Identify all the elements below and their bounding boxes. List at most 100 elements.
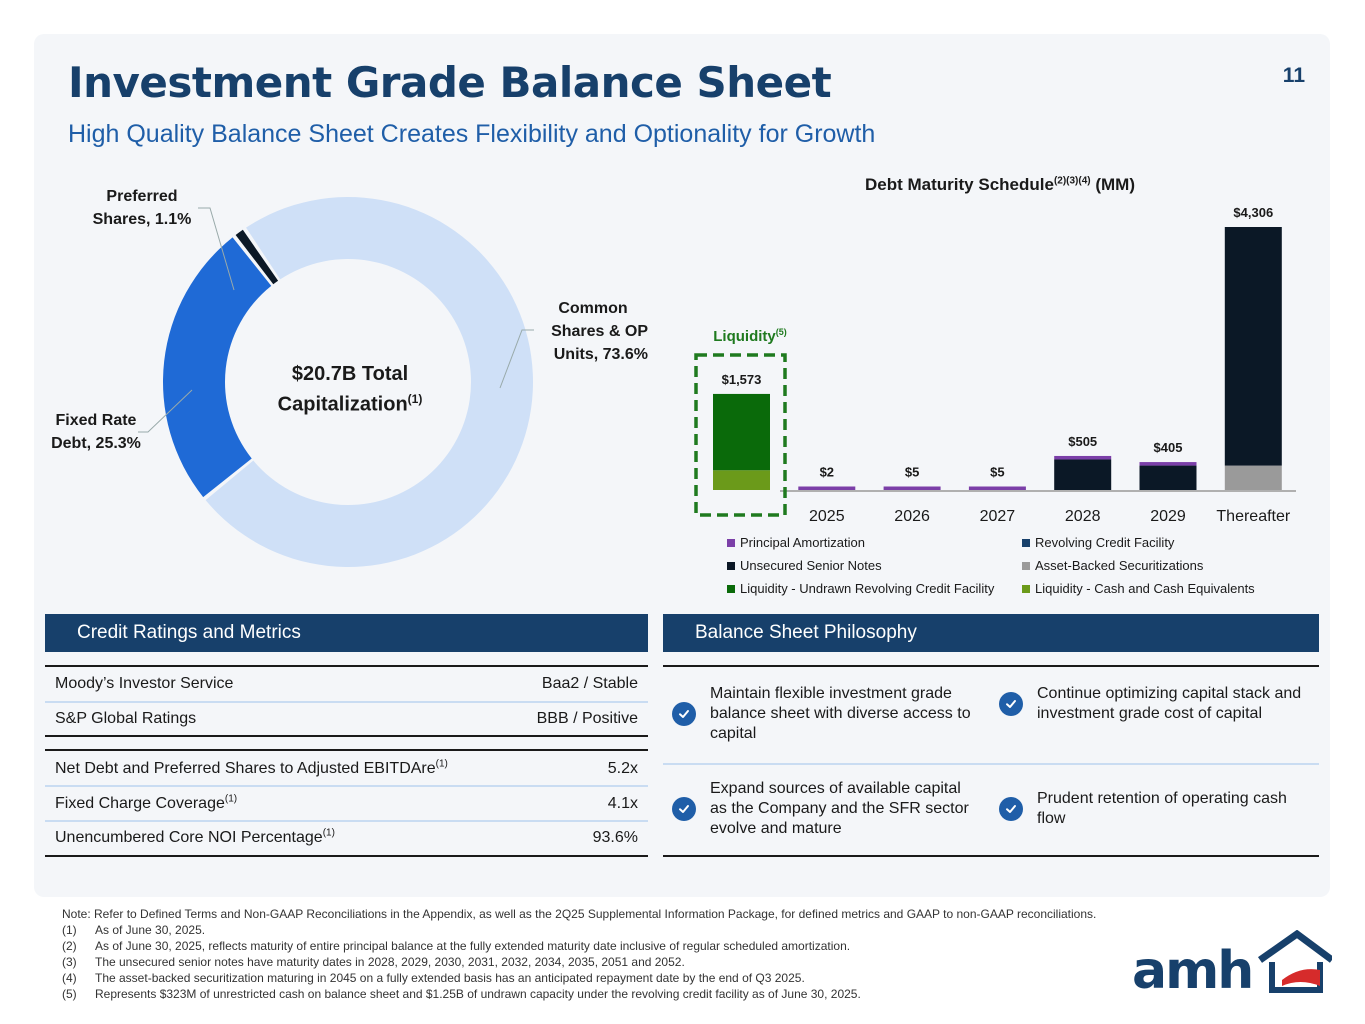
rating-value: Baa2 / Stable [541, 675, 638, 692]
bar-2026-principal-amortization [883, 486, 941, 490]
label-preferred-line2: Shares, 1.1% [92, 211, 192, 228]
philosophy-item-4: Prudent retention of operating cash flow [999, 789, 1302, 829]
metric-row-net-debt: Net Debt and Preferred Shares to Adjuste… [45, 752, 648, 786]
bar-total-label: $405 [1154, 440, 1183, 455]
check-icon [999, 692, 1023, 716]
check-icon [999, 797, 1023, 821]
metric-label: Unencumbered Core NOI Percentage [55, 829, 323, 846]
donut-slice-preferred-shares [235, 229, 279, 285]
legend-item: Asset-Backed Securitizations [1022, 558, 1203, 573]
legend-item: Principal Amortization [727, 535, 865, 550]
metrics-bottom-rule [45, 855, 648, 857]
metric-footnote: (1) [435, 758, 448, 770]
liquidity-label-text: Liquidity [713, 328, 776, 345]
credit-section-header: Credit Ratings and Metrics [45, 614, 648, 652]
rating-label: S&P Global Ratings [55, 710, 197, 727]
legend-label: Liquidity - Cash and Cash Equivalents [1035, 581, 1255, 596]
page-subtitle: High Quality Balance Sheet Creates Flexi… [68, 120, 876, 148]
debt-maturity-bar-chart: $1,573 $2 2025 $5 2026 $5 2027 $505 2028 $405 2029… [694, 205, 1296, 525]
bar-liquidity-liquidity-undrawn-revolving-credit-facility [713, 393, 770, 471]
philosophy-text: Continue optimizing capital stack and in… [1037, 685, 1302, 722]
label-preferred-shares: Preferred Shares, 1.1% [86, 185, 198, 231]
bar-2027-principal-amortization [968, 486, 1026, 490]
chart-title-text: Debt Maturity Schedule [865, 175, 1054, 194]
legend-label: Unsecured Senior Notes [740, 558, 882, 573]
amh-logo: amh [1132, 930, 1332, 996]
check-icon [672, 797, 696, 821]
rating-label: Moody’s Investor Service [55, 675, 234, 692]
bar-total-label: $2 [820, 465, 834, 480]
chart-title-unit: (MM) [1090, 175, 1135, 194]
legend-label: Revolving Credit Facility [1035, 535, 1175, 550]
philosophy-section-header: Balance Sheet Philosophy [663, 614, 1319, 652]
bar-2029-principal-amortization [1139, 462, 1197, 466]
ratings-bottom-rule [45, 735, 648, 737]
footnote-item: (1) As of June 30, 2025. [62, 922, 1096, 938]
bar-total-label: $1,573 [722, 372, 762, 387]
rating-row-sp: S&P Global Ratings BBB / Positive [45, 702, 648, 736]
bar-thereafter-asset-backed-securitizations [1224, 465, 1282, 490]
check-icon [672, 702, 696, 726]
philosophy-item-2: Continue optimizing capital stack and in… [999, 684, 1302, 724]
legend-item: Liquidity - Cash and Cash Equivalents [1022, 581, 1255, 596]
category-label: 2025 [809, 508, 845, 525]
donut-slice-common-shares-op-units [205, 196, 533, 567]
bar-2028-principal-amortization [1054, 455, 1112, 460]
footnote-number: (5) [62, 987, 77, 1001]
metric-value: 4.1x [607, 795, 638, 812]
row-divider [45, 820, 648, 822]
bar-total-label: $4,306 [1233, 205, 1273, 220]
leader-line-fixed [138, 389, 193, 433]
page-title: Investment Grade Balance Sheet [68, 58, 832, 107]
category-label: 2027 [980, 508, 1016, 525]
metric-label: Net Debt and Preferred Shares to Adjuste… [55, 760, 436, 777]
metric-footnote: (1) [322, 827, 335, 839]
liquidity-label-footnote: (5) [775, 327, 787, 337]
footnote-number: (2) [62, 939, 77, 953]
chart-title-footnotes: (2)(3)(4) [1053, 175, 1091, 187]
legend-label: Principal Amortization [740, 535, 865, 550]
footnote-item: (4) The asset-backed securitization matur… [62, 970, 1096, 986]
category-label: 2029 [1150, 508, 1186, 525]
philosophy-bottom-rule [663, 855, 1319, 857]
label-common-line1: Common [558, 300, 628, 317]
legend-swatch [727, 584, 735, 593]
metrics-top-rule [45, 749, 648, 751]
page-number: 11 [1282, 64, 1305, 87]
philosophy-item-1: Maintain flexible investment grade balan… [672, 684, 975, 744]
donut-slice-fixed-rate-debt [163, 237, 272, 498]
legend-label: Asset-Backed Securitizations [1035, 558, 1204, 573]
center-label-line1: $20.7B Total [291, 363, 409, 385]
center-label-footnote: (1) [407, 392, 423, 406]
label-fixed-rate-debt: Fixed Rate Debt, 25.3% [40, 409, 152, 455]
row-divider [45, 701, 648, 703]
footnote-text: As of June 30, 2025. [95, 923, 206, 937]
metric-value: 5.2x [607, 760, 638, 777]
label-common-line2: Shares & OP [551, 323, 648, 340]
philosophy-text: Expand sources of available capital as t… [710, 780, 969, 837]
leader-line-common [499, 329, 534, 389]
legend-swatch [1022, 538, 1030, 547]
credit-top-rule [45, 665, 648, 667]
label-common-line3: Units, 73.6% [553, 346, 648, 363]
metric-label: Fixed Charge Coverage [55, 795, 225, 812]
footnote-text: As of June 30, 2025, reflects maturity o… [95, 939, 851, 953]
footnote-item: (2) As of June 30, 2025, reflects maturit… [62, 938, 1096, 954]
bar-total-label: $505 [1068, 434, 1097, 449]
label-fixed-line2: Debt, 25.3% [51, 435, 141, 452]
legend-item: Unsecured Senior Notes [727, 558, 882, 573]
label-common-shares: Common Shares & OP Units, 73.6% [538, 297, 648, 366]
philosophy-text: Maintain flexible investment grade balan… [710, 685, 971, 742]
category-label: Thereafter [1216, 508, 1290, 525]
philosophy-item-3: Expand sources of available capital as t… [672, 779, 975, 839]
bar-thereafter-unsecured-senior-notes [1224, 227, 1282, 466]
footnotes: Note: Refer to Defined Terms and Non-GAA… [62, 906, 1096, 1002]
footnote-number: (4) [62, 971, 77, 985]
footnote-text: The asset-backed securitization maturing… [95, 971, 805, 985]
legend-label: Liquidity - Undrawn Revolving Credit Fac… [740, 581, 995, 596]
logo-text: amh [1132, 941, 1252, 996]
donut-center-label: $20.7B Total Capitalization(1) [240, 362, 460, 418]
rating-row-moodys: Moody’s Investor Service Baa2 / Stable [45, 667, 648, 701]
philosophy-top-rule [663, 665, 1319, 667]
metric-row-unencumbered: Unencumbered Core NOI Percentage(1) 93.6… [45, 821, 648, 855]
